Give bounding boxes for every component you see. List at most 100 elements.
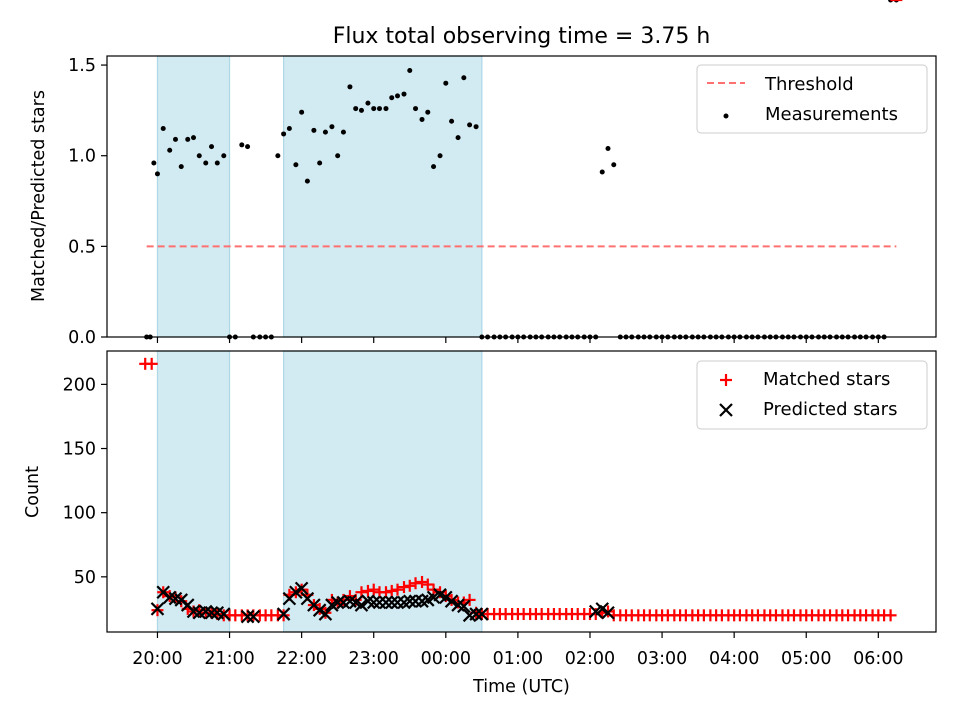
- predicted-legend-swatch: [719, 403, 733, 417]
- measurement-point: [178, 164, 184, 170]
- measurement-point: [329, 124, 335, 130]
- matched-star-point: [145, 357, 158, 370]
- measurement-point: [293, 162, 299, 168]
- measurement-point: [311, 127, 317, 133]
- measurement-point: [245, 144, 251, 150]
- predicted-star-point: [379, 595, 393, 610]
- shaded-interval: [156, 350, 231, 633]
- measurement-point: [209, 144, 215, 150]
- bottom-x-ticks: 20:00 21:00 22:00 23:00 00:00 01:00 02:00 03:00…: [132, 632, 904, 669]
- predicted-star-point: [366, 595, 381, 610]
- predicted-star-point: [246, 609, 261, 624]
- y-tick-label: 0.0: [68, 328, 96, 348]
- measurement-point: [299, 109, 305, 115]
- x-tick-label: 20:00: [132, 649, 182, 669]
- measurement-point: [467, 122, 473, 128]
- predicted-star-point: [318, 607, 333, 621]
- matched-star-point: [403, 579, 416, 592]
- measurement-point: [335, 153, 341, 159]
- predicted-star-point: [204, 605, 219, 620]
- measurement-point: [160, 126, 166, 132]
- measurement-point: [455, 135, 461, 141]
- measurement-point: [443, 80, 449, 86]
- matched-star-point: [397, 581, 410, 594]
- measurements-legend-swatch: [723, 113, 729, 119]
- predicted-star-point: [354, 598, 369, 612]
- y-tick-label: 100: [63, 504, 96, 524]
- matched-star-point: [421, 578, 434, 591]
- predicted-star-point: [469, 607, 483, 621]
- matched-star-point: [367, 583, 380, 596]
- y-tick-label: 150: [63, 440, 96, 460]
- predicted-star-point: [601, 605, 615, 620]
- measurement-point: [358, 107, 364, 113]
- measurement-point: [191, 135, 197, 141]
- top-y-ticks: 0.0 0.5 1.0 1.5: [68, 56, 107, 348]
- measurement-point: [599, 169, 605, 175]
- y-tick-label: 200: [63, 375, 96, 395]
- measurement-point: [340, 129, 346, 135]
- predicted-star-point: [150, 602, 165, 616]
- measurement-point: [461, 75, 467, 81]
- measurement-point: [605, 145, 611, 151]
- matched-legend-swatch: [720, 374, 732, 386]
- measurements-legend-label: Measurements: [765, 104, 898, 125]
- measurement-point: [473, 124, 479, 130]
- matched-star-point: [361, 584, 374, 597]
- measurement-point: [275, 153, 281, 159]
- predicted-star-point: [439, 590, 453, 605]
- measurement-point: [196, 153, 202, 159]
- measurement-point: [449, 118, 455, 124]
- measurement-point: [425, 109, 431, 115]
- shaded-interval: [283, 55, 483, 338]
- measurement-point: [203, 160, 209, 166]
- measurement-point: [214, 160, 220, 166]
- measurement-point: [167, 147, 173, 153]
- matched-star-point: [379, 586, 392, 599]
- bottom-legend-box: [696, 360, 928, 430]
- predicted-star-point: [294, 581, 309, 596]
- y-tick-label: 1.5: [68, 56, 96, 76]
- matched-star-point: [391, 583, 404, 596]
- measurement-point: [383, 106, 389, 112]
- measurement-point: [151, 160, 157, 166]
- top-x-ticks: [156, 337, 879, 343]
- predicted-star-point: [595, 602, 610, 616]
- x-tick-label: 06:00: [853, 649, 903, 669]
- chart-title: Flux total observing time = 3.75 h: [333, 24, 711, 49]
- measurement-point: [281, 131, 287, 137]
- predicted-star-point: [217, 607, 231, 621]
- predicted-stars-points: [150, 581, 615, 624]
- predicted-star-point: [289, 585, 303, 600]
- predicted-star-point: [402, 594, 417, 608]
- shaded-interval: [283, 350, 483, 633]
- predicted-star-point: [240, 609, 255, 624]
- x-tick-label: 02:00: [565, 649, 615, 669]
- y-tick-label: 50: [74, 568, 96, 588]
- x-tick-label: 05:00: [781, 649, 831, 669]
- predicted-legend-label: Predicted stars: [763, 399, 897, 420]
- matched-star-point: [884, 609, 897, 622]
- predicted-star-point: [276, 607, 291, 621]
- predicted-star-point: [312, 603, 327, 617]
- measurement-point: [304, 178, 310, 184]
- shaded-interval: [156, 55, 231, 338]
- predicted-star-point: [475, 607, 489, 621]
- measurement-point: [286, 126, 292, 132]
- measurement-points: [144, 0, 899, 340]
- measurement-point: [389, 95, 395, 101]
- x-tick-label: 21:00: [204, 649, 254, 669]
- bottom-legend: Matched stars Predicted stars: [696, 360, 928, 430]
- top-y-axis-label: Matched/Predicted stars: [29, 90, 49, 302]
- measurement-point: [371, 106, 377, 112]
- bottom-y-axis-label: Count: [23, 466, 43, 518]
- y-tick-label: 1.0: [68, 147, 96, 167]
- bottom-axes-frame: [106, 350, 937, 633]
- measurement-point: [317, 160, 323, 166]
- matched-star-point: [385, 584, 398, 597]
- measurement-point: [347, 84, 353, 90]
- measurement-point: [322, 129, 328, 135]
- matched-star-point: [463, 593, 476, 606]
- predicted-star-point: [444, 594, 459, 608]
- x-tick-label: 22:00: [276, 649, 326, 669]
